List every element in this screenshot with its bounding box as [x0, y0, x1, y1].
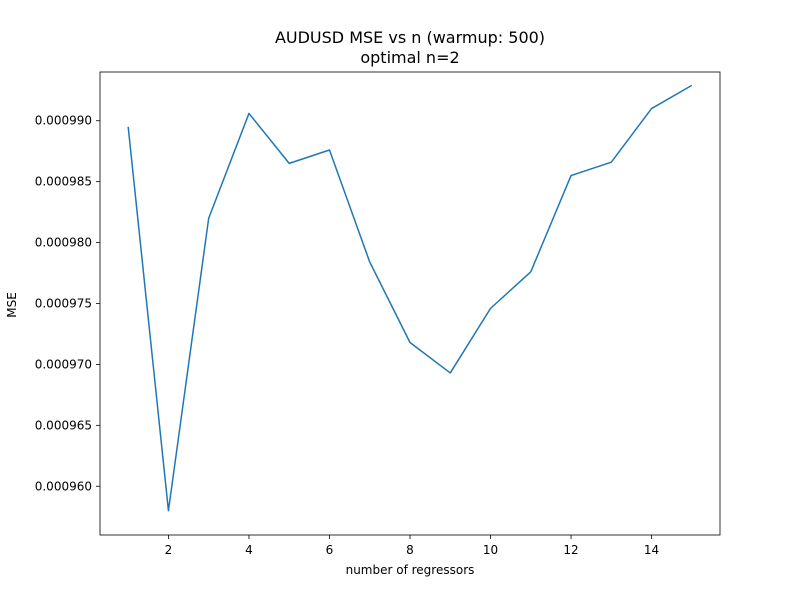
x-tick-label: 10	[483, 543, 498, 557]
plot-area: 2 4 6 8 10 12 14 0.000960 0.000965 0.000970 0.0009…	[35, 71, 721, 557]
chart-title: AUDUSD MSE vs n (warmup: 500)	[275, 28, 545, 47]
y-tick-label: 0.000960	[35, 479, 92, 493]
y-tick-label: 0.000985	[35, 175, 92, 189]
y-tick-label: 0.000990	[35, 114, 92, 128]
series-line	[127, 84, 693, 512]
x-tick-label: 14	[644, 543, 659, 557]
chart-subtitle: optimal n=2	[360, 48, 459, 67]
y-axis-label: MSE	[5, 292, 19, 318]
y-tick-label: 0.000970	[35, 357, 92, 371]
x-tick-label: 8	[406, 543, 414, 557]
y-tick-label: 0.000965	[35, 418, 92, 432]
x-tick-label: 2	[165, 543, 173, 557]
y-tick-label: 0.000975	[35, 297, 92, 311]
x-tick-label: 12	[563, 543, 578, 557]
y-tick-label: 0.000980	[35, 236, 92, 250]
axes-frame	[99, 71, 721, 536]
x-tick-label: 4	[245, 543, 253, 557]
x-tick-label: 6	[326, 543, 334, 557]
x-axis-label: number of regressors	[346, 563, 475, 577]
